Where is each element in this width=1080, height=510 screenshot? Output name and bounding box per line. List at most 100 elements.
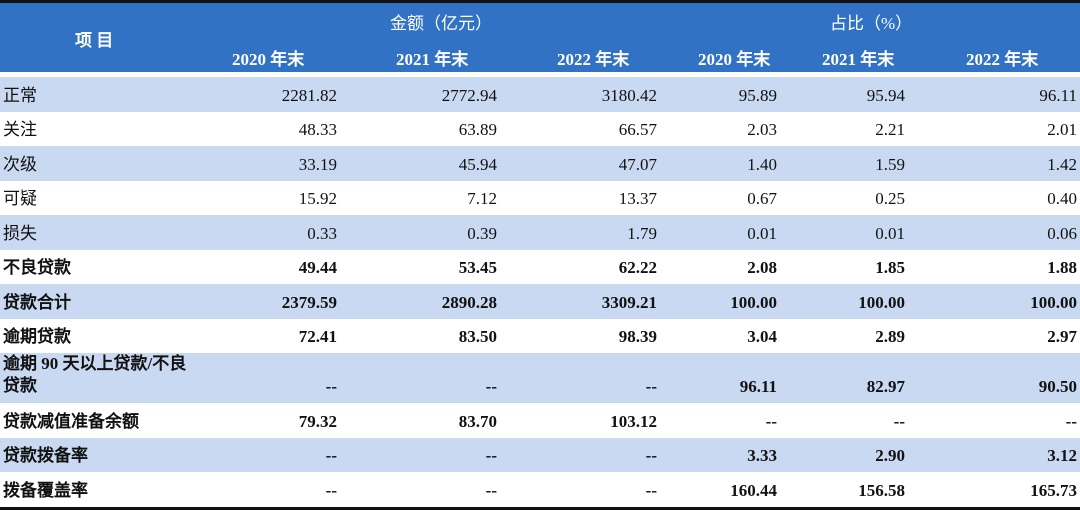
- cell-value: 96.11: [908, 77, 1080, 112]
- cell-value: 45.94: [340, 146, 500, 181]
- header-item: 项 目: [75, 31, 114, 50]
- cell-value: 13.37: [618, 189, 657, 208]
- cell-value: 0.40: [1047, 189, 1077, 208]
- header-ratio-2022: 2022 年末: [966, 50, 1039, 69]
- cell-value: 2.97: [1047, 327, 1077, 346]
- cell-value: --: [190, 353, 340, 403]
- row-label: 可疑: [3, 189, 37, 208]
- cell-value: 0.67: [747, 189, 777, 208]
- row-label: 逾期 90 天以上贷款/不良贷款: [0, 353, 190, 403]
- table-row: 拨备覆盖率 -- -- -- 160.44 156.58 165.73: [0, 472, 1080, 507]
- cell-value: 100.00: [908, 284, 1080, 319]
- cell-value: 1.88: [1047, 258, 1077, 277]
- header-amount-2022: 2022 年末: [557, 50, 630, 69]
- cell-value: 3309.21: [500, 284, 660, 319]
- cell-value: 1.79: [500, 215, 660, 250]
- cell-value: 2.08: [747, 258, 777, 277]
- cell-value: --: [500, 437, 660, 472]
- table-row: 不良贷款 49.44 53.45 62.22 2.08 1.85 1.88: [0, 250, 1080, 285]
- row-label: 拨备覆盖率: [3, 480, 88, 500]
- cell-value: 49.44: [298, 258, 337, 277]
- header-amount-2021: 2021 年末: [396, 50, 469, 69]
- cell-value: 103.12: [610, 411, 657, 431]
- row-label: 不良贷款: [3, 258, 71, 277]
- cell-value: 53.45: [458, 258, 497, 277]
- row-label: 贷款减值准备余额: [3, 411, 139, 431]
- table-row: 逾期贷款 72.41 83.50 98.39 3.04 2.89 2.97: [0, 319, 1080, 354]
- row-label: 损失: [0, 215, 190, 250]
- cell-value: 0.39: [340, 215, 500, 250]
- cell-value: 15.92: [298, 189, 337, 208]
- cell-value: 1.42: [908, 146, 1080, 181]
- cell-value: 72.41: [298, 327, 337, 346]
- cell-value: 95.94: [780, 77, 908, 112]
- cell-value: 156.58: [858, 480, 905, 500]
- cell-value: 2379.59: [190, 284, 340, 319]
- cell-value: --: [485, 480, 497, 500]
- row-label: 贷款合计: [0, 284, 190, 319]
- cell-value: 3.04: [747, 327, 777, 346]
- cell-value: 47.07: [500, 146, 660, 181]
- bottom-rule: [0, 507, 1080, 510]
- cell-value: --: [500, 353, 660, 403]
- cell-value: --: [340, 437, 500, 472]
- cell-value: 3.33: [660, 437, 780, 472]
- cell-value: 100.00: [660, 284, 780, 319]
- cell-value: 2.89: [875, 327, 905, 346]
- cell-value: 165.73: [1030, 480, 1077, 500]
- cell-value: 83.50: [458, 327, 497, 346]
- cell-value: 2281.82: [190, 77, 340, 112]
- cell-value: --: [765, 411, 777, 431]
- cell-value: --: [893, 411, 905, 431]
- cell-value: 79.32: [298, 411, 337, 431]
- cell-value: 1.59: [780, 146, 908, 181]
- cell-value: 2.21: [875, 120, 905, 139]
- cell-value: 48.33: [298, 120, 337, 139]
- row-label: 次级: [0, 146, 190, 181]
- cell-value: 0.25: [875, 189, 905, 208]
- row-label: 贷款拨备率: [0, 437, 190, 472]
- cell-value: --: [1065, 411, 1077, 431]
- cell-value: 0.01: [660, 215, 780, 250]
- header-amount-2020: 2020 年末: [232, 50, 305, 69]
- cell-value: 160.44: [730, 480, 777, 500]
- table-header: 项 目 金额（亿元） 占比（%） 2020 年末 2021 年末 2022 年末…: [0, 3, 1080, 72]
- cell-value: 82.97: [780, 353, 908, 403]
- cell-value: --: [645, 480, 657, 500]
- header-ratio-2021: 2021 年末: [822, 50, 895, 69]
- cell-value: 66.57: [618, 120, 657, 139]
- cell-value: --: [190, 437, 340, 472]
- cell-value: 0.01: [780, 215, 908, 250]
- cell-value: --: [325, 480, 337, 500]
- cell-value: 0.33: [190, 215, 340, 250]
- header-amount-group: 金额（亿元）: [390, 14, 492, 33]
- table-row: 可疑 15.92 7.12 13.37 0.67 0.25 0.40: [0, 181, 1080, 216]
- cell-value: 100.00: [780, 284, 908, 319]
- cell-value: 63.89: [458, 120, 497, 139]
- cell-value: 7.12: [467, 189, 497, 208]
- table-row: 逾期 90 天以上贷款/不良贷款 -- -- -- 96.11 82.97 90.50: [0, 353, 1080, 403]
- table-row: 正常 2281.82 2772.94 3180.42 95.89 95.94 96.11: [0, 77, 1080, 112]
- header-ratio-group: 占比（%）: [830, 14, 913, 33]
- cell-value: 1.40: [660, 146, 780, 181]
- cell-value: 83.70: [458, 411, 497, 431]
- cell-value: 90.50: [908, 353, 1080, 403]
- cell-value: 95.89: [660, 77, 780, 112]
- row-label: 逾期贷款: [3, 327, 71, 346]
- cell-value: 1.85: [875, 258, 905, 277]
- cell-value: 3.12: [908, 437, 1080, 472]
- top-rule: [0, 0, 1080, 3]
- table-row: 贷款减值准备余额 79.32 83.70 103.12 -- -- --: [0, 403, 1080, 438]
- cell-value: 0.06: [908, 215, 1080, 250]
- cell-value: 2772.94: [340, 77, 500, 112]
- table-row: 损失 0.33 0.39 1.79 0.01 0.01 0.06: [0, 215, 1080, 250]
- cell-value: 2.90: [780, 437, 908, 472]
- cell-value: 96.11: [660, 353, 780, 403]
- table-row: 关注 48.33 63.89 66.57 2.03 2.21 2.01: [0, 112, 1080, 147]
- cell-value: --: [340, 353, 500, 403]
- cell-value: 2890.28: [340, 284, 500, 319]
- cell-value: 2.03: [747, 120, 777, 139]
- table-row: 贷款拨备率 -- -- -- 3.33 2.90 3.12: [0, 437, 1080, 472]
- cell-value: 62.22: [618, 258, 657, 277]
